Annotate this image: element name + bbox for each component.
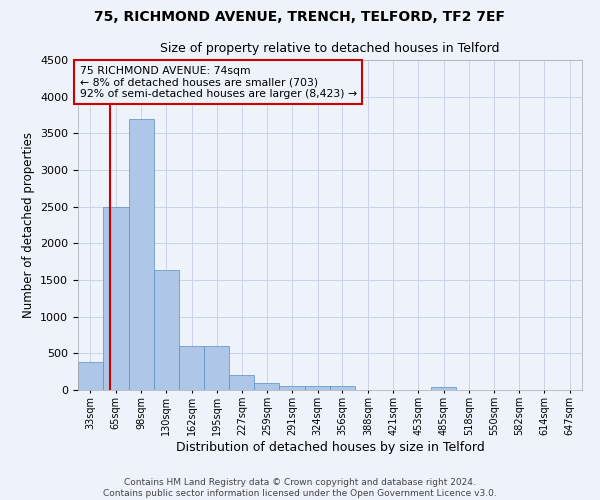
Bar [279,386,305,390]
Bar [154,270,179,390]
Bar [254,382,279,390]
Text: Contains HM Land Registry data © Crown copyright and database right 2024.
Contai: Contains HM Land Registry data © Crown c… [103,478,497,498]
Bar [229,374,254,390]
Bar [431,387,457,390]
Bar [129,118,154,390]
Text: 75, RICHMOND AVENUE, TRENCH, TELFORD, TF2 7EF: 75, RICHMOND AVENUE, TRENCH, TELFORD, TF… [95,10,505,24]
Text: 75 RICHMOND AVENUE: 74sqm
← 8% of detached houses are smaller (703)
92% of semi-: 75 RICHMOND AVENUE: 74sqm ← 8% of detach… [80,66,356,99]
Bar [305,386,330,390]
Bar [330,386,355,390]
Bar [179,346,205,390]
Bar [103,206,129,390]
X-axis label: Distribution of detached houses by size in Telford: Distribution of detached houses by size … [176,440,484,454]
Title: Size of property relative to detached houses in Telford: Size of property relative to detached ho… [160,42,500,54]
Y-axis label: Number of detached properties: Number of detached properties [22,132,35,318]
Bar [78,362,103,390]
Bar [205,346,229,390]
